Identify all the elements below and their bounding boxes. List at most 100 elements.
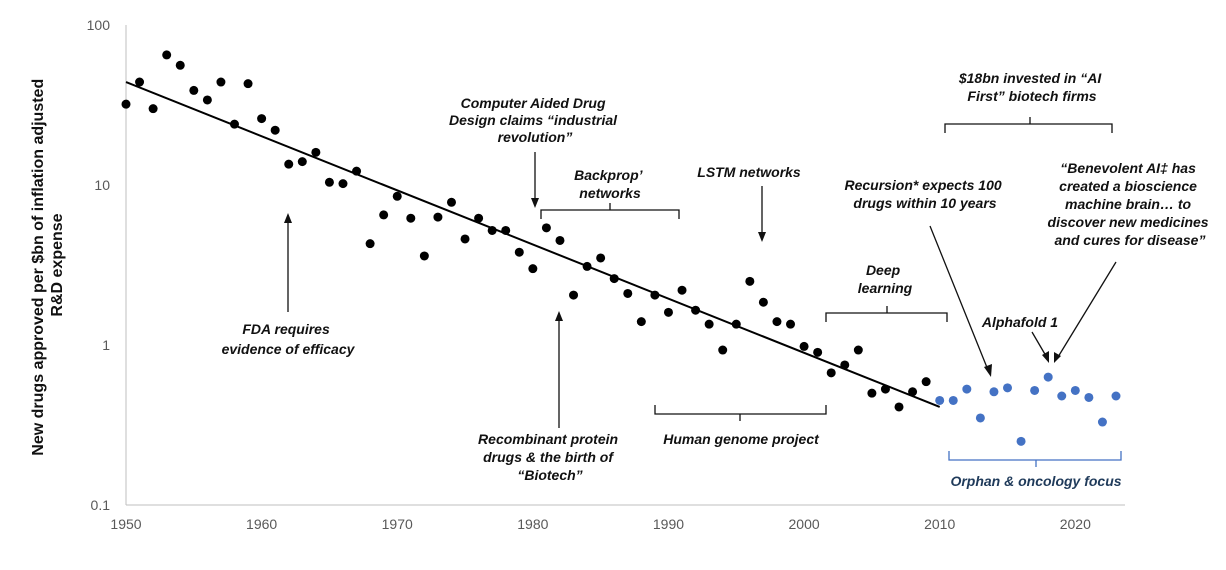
annotation-line: networks: [579, 185, 641, 201]
historic-data-point: [501, 225, 511, 235]
recent-data-point: [1030, 385, 1040, 395]
historic-data-point: [324, 177, 334, 187]
historic-data-point: [745, 276, 755, 286]
recent-data-point: [1097, 417, 1107, 427]
cadd-annotation: Computer Aided Drug Design claims “indus…: [449, 95, 621, 145]
historic-data-point: [650, 290, 660, 300]
genome-annotation: Human genome project: [663, 431, 820, 447]
x-tick-label: 1990: [653, 516, 684, 532]
alphafold-arrow: [1031, 331, 1047, 357]
historic-data-point: [718, 345, 728, 355]
historic-data-point: [758, 297, 768, 307]
annotation-line: Human genome project: [663, 431, 820, 447]
historic-data-point: [908, 387, 918, 397]
alphafold-annotation: Alphafold 1: [981, 314, 1058, 330]
historic-data-point: [514, 247, 524, 257]
historic-data-point: [569, 290, 579, 300]
x-tick-label: 1960: [246, 516, 277, 532]
y-axis-title-line: R&D expense: [49, 213, 66, 316]
x-tick-label: 2020: [1060, 516, 1091, 532]
y-tick-label: 0.1: [91, 497, 111, 513]
backprop-bracket: [540, 203, 680, 219]
recent-data-point: [1043, 372, 1053, 382]
historic-data-point: [609, 274, 619, 284]
y-tick-label: 100: [87, 17, 111, 33]
annotation-line: created a bioscience: [1059, 178, 1197, 194]
annotation-line: LSTM networks: [697, 164, 801, 180]
historic-data-point: [257, 114, 267, 124]
historic-data-point: [406, 213, 416, 223]
benevolent-arrow: [1057, 261, 1117, 358]
historic-data-point: [582, 261, 592, 271]
historic-data-point: [379, 210, 389, 220]
historic-data-point: [365, 239, 375, 249]
historic-data-point: [921, 377, 931, 387]
historic-data-point: [663, 307, 673, 317]
annotation-line: “Biotech”: [517, 467, 582, 483]
recursion-arrowhead: [984, 364, 992, 377]
historic-data-point: [162, 50, 172, 60]
y-tick-label: 10: [94, 177, 110, 193]
orphan-bracket: [948, 451, 1122, 467]
historic-data-point: [691, 305, 701, 315]
historic-data-point: [474, 213, 484, 223]
orphan-annotation: Orphan & oncology focus: [950, 473, 1121, 489]
historic-data-point: [135, 77, 145, 87]
historic-data-point: [148, 104, 158, 114]
historic-data-point: [487, 225, 497, 235]
annotation-line: Alphafold 1: [981, 314, 1058, 330]
recent-data-point: [1016, 436, 1026, 446]
historic-data-point: [731, 319, 741, 329]
annotation-line: learning: [858, 280, 913, 296]
historic-data-point: [216, 77, 226, 87]
historic-data-point: [243, 79, 253, 89]
historic-data-point: [677, 285, 687, 295]
genome-bracket: [654, 405, 827, 421]
x-tick-label: 2010: [924, 516, 955, 532]
historic-data-point: [460, 234, 470, 244]
trend-line: [125, 81, 941, 408]
cadd-arrowhead: [531, 198, 539, 208]
historic-data-point: [623, 288, 633, 298]
historic-data-point: [853, 345, 863, 355]
recent-data-point: [948, 395, 958, 405]
annotation-line: revolution”: [498, 129, 573, 145]
annotation-line: Deep: [866, 262, 901, 278]
biotech-arrowhead: [555, 311, 563, 321]
y-tick-labels: 0.1 1 10 100: [87, 17, 111, 513]
benevolent-annotation: “Benevolent AI‡ has created a bioscience…: [1048, 160, 1213, 248]
recent-data-point: [935, 395, 945, 405]
invested-annotation: $18bn invested in “AI First” biotech fir…: [958, 70, 1105, 104]
historic-data-point: [311, 147, 321, 157]
historic-data-point: [419, 251, 429, 261]
lstm-annotation: LSTM networks: [697, 164, 801, 180]
historic-data-point: [772, 317, 782, 327]
historic-data-point: [867, 388, 877, 398]
annotation-line: FDA requires: [242, 321, 330, 337]
historic-data-point: [121, 99, 131, 109]
recent-data-point: [1070, 385, 1080, 395]
annotation-line: Recursion* expects 100: [844, 177, 1001, 193]
historic-data-point: [284, 159, 294, 169]
historic-data-point: [392, 191, 402, 201]
historic-data-point: [446, 197, 456, 207]
annotation-line: machine brain… to: [1065, 196, 1191, 212]
backprop-annotation: Backprop’ networks: [574, 167, 646, 201]
historic-data-point: [826, 368, 836, 378]
recent-data-point: [1057, 391, 1067, 401]
historic-data-point: [528, 264, 538, 274]
annotation-line: Backprop’: [574, 167, 644, 183]
historic-data-point: [636, 317, 646, 327]
historic-data-point: [555, 235, 565, 245]
y-axis-title: New drugs approved per $bn of inflation …: [30, 74, 66, 455]
recursion-arrow: [929, 225, 989, 371]
annotation-line: First” biotech firms: [967, 88, 1096, 104]
recent-data-point: [975, 413, 985, 423]
biotech-annotation: Recombinant protein drugs & the birth of…: [478, 431, 622, 483]
benevolent-arrowhead: [1054, 352, 1061, 363]
x-tick-label: 2000: [789, 516, 820, 532]
annotation-line: evidence of efficacy: [222, 341, 356, 357]
fda-annotation: FDA requires evidence of efficacy: [222, 321, 356, 357]
historic-data-point: [813, 347, 823, 357]
historic-data-point: [541, 223, 551, 233]
